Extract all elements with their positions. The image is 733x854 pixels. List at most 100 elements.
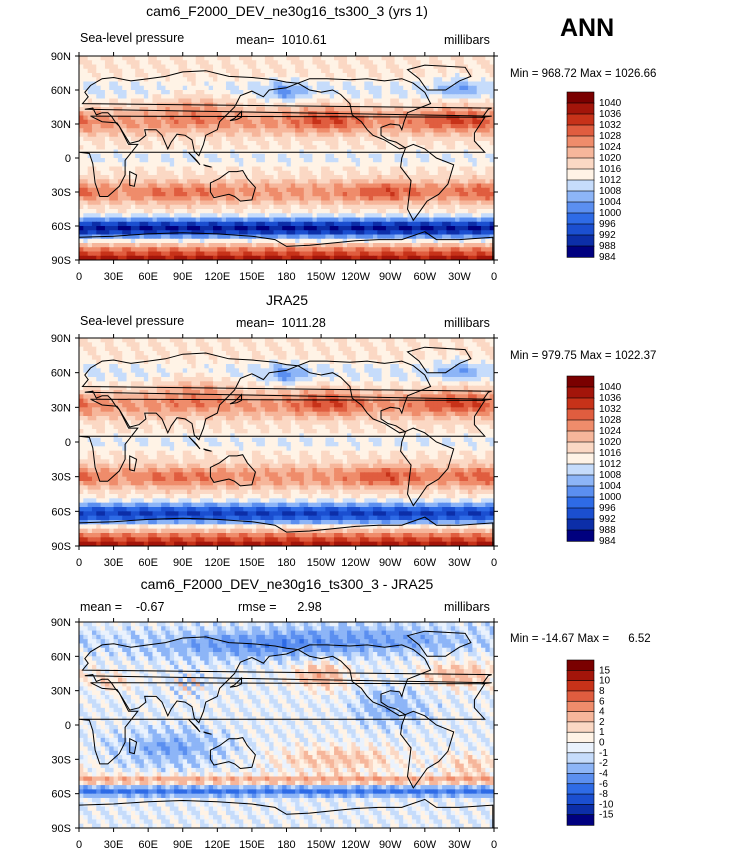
field-cell <box>334 209 339 214</box>
field-cell <box>334 221 339 227</box>
field-cell <box>385 338 391 343</box>
field-cell <box>299 115 305 121</box>
field-cell <box>481 230 486 236</box>
field-cell <box>135 187 141 193</box>
field-cell <box>79 128 84 134</box>
field-cell <box>390 85 396 91</box>
field-cell <box>472 170 478 176</box>
field-cell <box>225 136 231 142</box>
field-cell <box>334 141 339 146</box>
field-cell <box>316 204 322 210</box>
field-cell <box>394 68 400 74</box>
field-cell <box>338 200 344 206</box>
field-cell <box>355 346 361 352</box>
field-cell <box>316 179 322 185</box>
field-cell <box>161 128 167 134</box>
field-cell <box>91 153 97 159</box>
field-cell <box>182 166 188 172</box>
colorbar-label: 1032 <box>599 120 622 131</box>
field-cell <box>476 175 482 180</box>
field-cell <box>485 342 491 348</box>
field-cell <box>342 166 348 172</box>
field-cell <box>126 111 132 117</box>
field-cell <box>174 238 180 244</box>
field-cell <box>260 170 266 176</box>
field-cell <box>442 158 448 163</box>
field-cell <box>424 170 430 176</box>
field-cell <box>165 136 171 142</box>
field-cell <box>411 247 417 253</box>
field-cell <box>182 187 188 193</box>
field-cell <box>152 64 158 70</box>
field-cell <box>468 200 473 206</box>
field-cell <box>359 175 365 180</box>
field-cell <box>135 56 141 61</box>
field-cell <box>442 221 448 227</box>
field-cell <box>113 68 119 74</box>
field-layer <box>79 338 494 546</box>
field-cell <box>191 243 197 248</box>
field-cell <box>481 251 486 257</box>
field-cell <box>394 338 400 343</box>
field-cell <box>407 115 413 121</box>
field-cell <box>251 192 257 197</box>
field-cell <box>463 107 469 112</box>
field-cell <box>334 68 339 74</box>
field-cell <box>161 77 167 83</box>
field-cell <box>394 158 400 163</box>
field-cell <box>420 153 426 159</box>
field-cell <box>87 136 93 142</box>
field-cell <box>221 200 227 206</box>
field-cell <box>321 56 326 61</box>
field-cell <box>403 217 409 223</box>
field-cell <box>104 132 110 138</box>
field-cell <box>169 136 175 142</box>
y-tick-label: 30S <box>51 187 71 199</box>
field-cell <box>169 196 175 202</box>
field-cell <box>221 124 227 129</box>
field-cell <box>338 162 344 168</box>
field-cell <box>269 115 275 121</box>
field-cell <box>117 162 123 168</box>
field-cell <box>329 230 335 236</box>
field-cell <box>221 338 227 343</box>
field-cell <box>191 175 197 180</box>
field-cell <box>450 175 456 180</box>
field-cell <box>372 85 378 91</box>
field-cell <box>385 85 391 91</box>
field-cell <box>96 56 102 61</box>
field-cell <box>91 230 97 236</box>
field-cell <box>407 255 413 260</box>
field-cell <box>338 346 344 352</box>
field-cell <box>152 115 158 121</box>
field-cell <box>342 179 348 185</box>
field-cell <box>407 243 413 248</box>
field-cell <box>104 145 110 151</box>
field-cell <box>372 234 378 240</box>
field-cell <box>195 73 201 78</box>
field-cell <box>109 166 115 172</box>
field-cell <box>286 64 292 70</box>
field-cell <box>195 200 201 206</box>
field-cell <box>290 204 296 210</box>
field-cell <box>446 107 452 112</box>
field-cell <box>489 107 494 112</box>
field-cell <box>429 204 435 210</box>
field-cell <box>91 342 97 348</box>
field-cell <box>143 145 149 151</box>
field-cell <box>407 230 413 236</box>
field-cell <box>290 192 296 197</box>
field-cell <box>79 90 84 95</box>
field-cell <box>91 102 97 108</box>
field-cell <box>381 73 387 78</box>
field-cell <box>195 111 201 117</box>
field-cell <box>411 111 417 117</box>
field-cell <box>225 158 231 163</box>
field-cell <box>178 234 184 240</box>
field-cell <box>143 230 149 236</box>
field-cell <box>416 162 422 168</box>
field-cell <box>299 162 305 168</box>
field-cell <box>347 132 352 138</box>
field-cell <box>403 153 409 159</box>
field-cell <box>91 162 97 168</box>
